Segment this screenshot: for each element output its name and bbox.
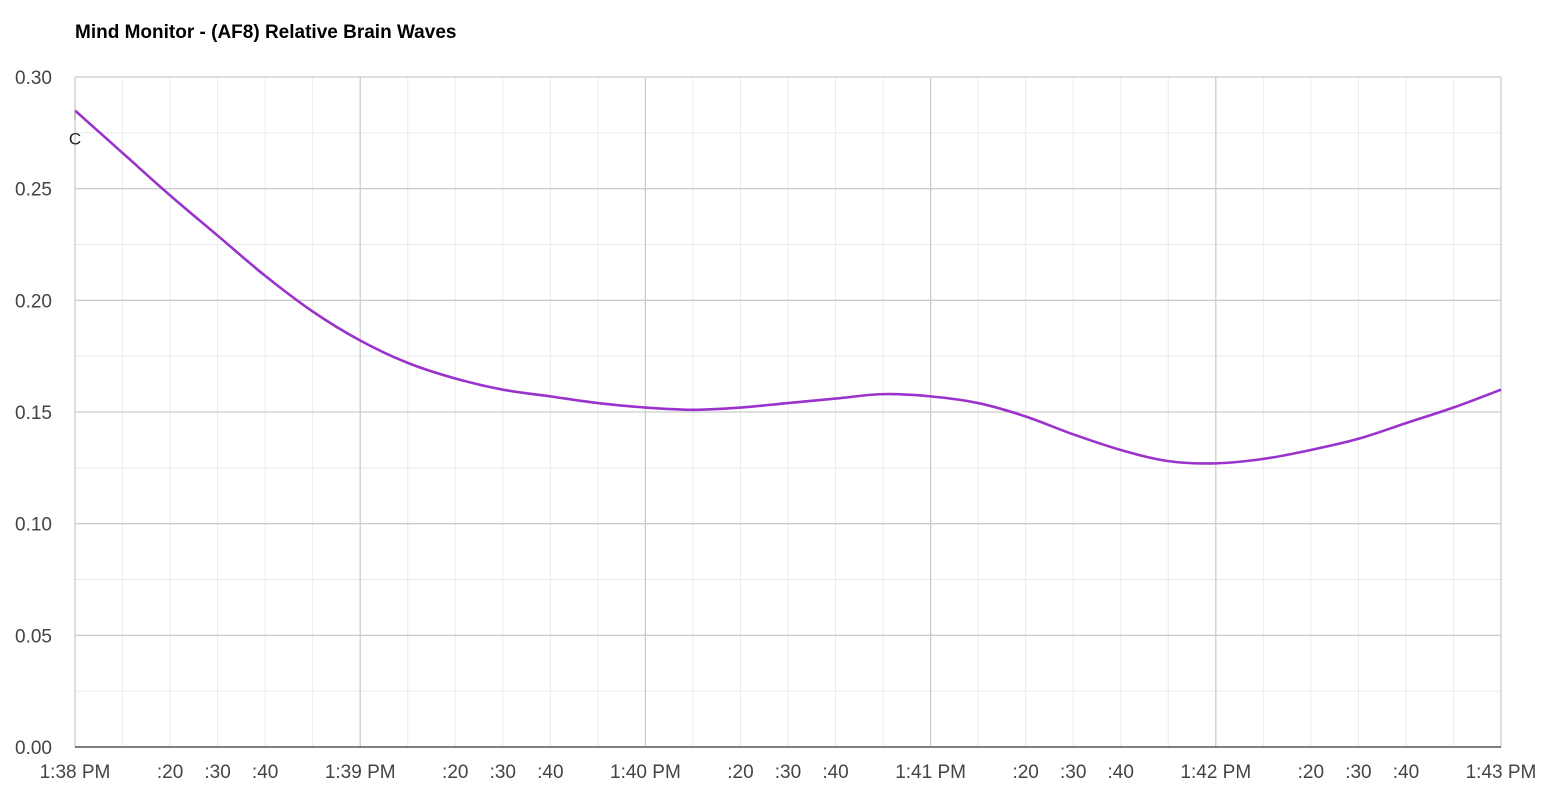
y-tick-label: 0.25 xyxy=(15,180,52,201)
x-tick-label: :30 xyxy=(1060,762,1086,783)
y-tick-label: 0.05 xyxy=(15,626,52,647)
annotations: C xyxy=(69,110,81,149)
x-tick-label: 1:39 PM xyxy=(325,762,396,783)
x-tick-label: :40 xyxy=(822,762,848,783)
major-gridlines xyxy=(75,76,1502,747)
x-tick-label: :30 xyxy=(775,762,801,783)
x-tick-label: :20 xyxy=(1012,762,1038,783)
y-tick-label: 0.10 xyxy=(15,515,52,536)
y-tick-label: 0.20 xyxy=(15,291,52,312)
series-line xyxy=(74,109,1502,465)
x-tick-label: 1:43 PM xyxy=(1466,762,1537,783)
axes xyxy=(74,77,1501,748)
x-axis-tick-labels: 1:38 PM :20 :30 :40 1:39 PM :20 :30 :40 1:40 PM:… xyxy=(40,762,1537,783)
x-tick-label: :40 xyxy=(1108,762,1134,783)
y-tick-label: 0.00 xyxy=(15,738,52,759)
y-tick-label: 0.15 xyxy=(15,403,52,424)
x-tick-label: :30 xyxy=(490,762,516,783)
x-tick-label: :20 xyxy=(157,762,183,783)
x-tick-label: :30 xyxy=(204,762,230,783)
x-tick-label: :40 xyxy=(252,762,278,783)
y-tick-label: 0.30 xyxy=(15,68,52,89)
x-tick-label: 1:42 PM xyxy=(1180,762,1251,783)
x-tick-label: 1:38 PM xyxy=(40,762,111,783)
x-tick-label: :20 xyxy=(442,762,468,783)
series-layer xyxy=(74,109,1502,465)
chart-title: Mind Monitor - (AF8) Relative Brain Wave… xyxy=(75,22,457,43)
annotation-label: C xyxy=(69,130,81,149)
x-tick-label: 1:40 PM xyxy=(610,762,681,783)
x-tick-label: :20 xyxy=(1298,762,1324,783)
y-axis-tick-labels: 0.00 0.05 0.10 0.15 0.20 0.25 0.30 xyxy=(15,68,52,759)
x-tick-label: 1:41 PM xyxy=(895,762,966,783)
x-tick-label: :40 xyxy=(1393,762,1419,783)
x-tick-label: :40 xyxy=(537,762,563,783)
x-tick-label: :20 xyxy=(727,762,753,783)
x-tick-label: :30 xyxy=(1345,762,1371,783)
